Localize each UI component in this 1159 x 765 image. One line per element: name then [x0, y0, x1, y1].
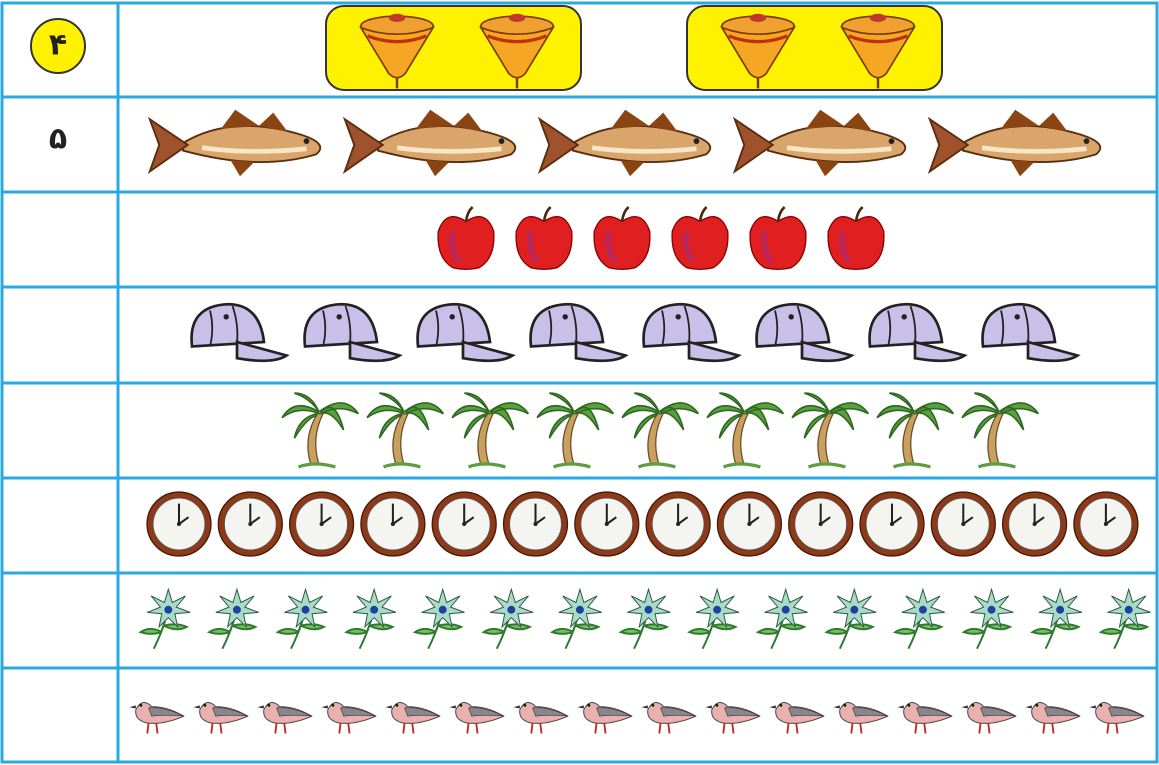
flower-picture — [619, 588, 672, 650]
palm-picture — [450, 391, 530, 469]
fish-picture — [345, 110, 516, 177]
row-number: ۵ — [49, 122, 67, 157]
clock-picture — [359, 491, 426, 557]
clock-picture — [217, 491, 284, 557]
bird-picture — [896, 701, 953, 735]
flower-picture — [962, 588, 1015, 650]
cap-picture — [868, 302, 966, 363]
clock-picture — [502, 491, 569, 557]
bird-picture — [640, 701, 697, 735]
bird-picture — [704, 701, 761, 735]
row-number: ۴ — [49, 28, 67, 63]
bird-picture — [384, 701, 441, 735]
clock-picture — [1001, 491, 1068, 557]
bird-picture — [1024, 701, 1081, 735]
number-badge — [30, 18, 86, 74]
clock-picture — [787, 491, 854, 557]
flower-picture — [825, 588, 878, 650]
bird-picture — [960, 701, 1017, 735]
bird-picture — [448, 701, 505, 735]
flower-picture — [688, 588, 741, 650]
clock-picture — [288, 491, 355, 557]
bird-picture — [576, 701, 633, 735]
flower-picture — [482, 588, 535, 650]
palm-picture — [705, 391, 785, 469]
clock-picture — [1072, 491, 1139, 557]
palm-picture — [875, 391, 955, 469]
cap-picture — [190, 302, 288, 363]
flower-picture — [550, 588, 603, 650]
bird-picture — [512, 701, 569, 735]
apple-picture — [828, 207, 884, 269]
flower-picture — [893, 588, 946, 650]
apple-picture — [438, 207, 494, 269]
fish-picture — [540, 110, 711, 177]
cap-picture — [416, 302, 514, 363]
fish-picture — [150, 110, 321, 177]
bird-picture — [832, 701, 889, 735]
fish-picture — [735, 110, 906, 177]
clock-picture — [859, 491, 925, 557]
flower-picture — [1031, 588, 1084, 650]
fish-picture — [930, 110, 1101, 177]
palm-picture — [365, 391, 445, 469]
flower-picture — [139, 588, 192, 650]
cap-picture — [529, 302, 627, 363]
palm-picture — [620, 391, 700, 469]
bird-picture — [192, 701, 249, 735]
clock-picture — [431, 491, 498, 557]
pictures — [128, 5, 1152, 735]
cap-picture — [755, 302, 853, 363]
flower-picture — [756, 588, 809, 650]
clock-picture — [146, 491, 212, 557]
palm-picture — [535, 391, 615, 469]
cap-picture — [642, 302, 740, 363]
bird-picture — [1088, 701, 1145, 735]
clock-picture — [930, 491, 997, 557]
bird-picture — [256, 701, 313, 735]
clock-picture — [573, 491, 640, 557]
cap-picture — [303, 302, 401, 363]
bird-picture — [320, 701, 377, 735]
flower-picture — [207, 588, 260, 650]
bird-picture — [768, 701, 825, 735]
palm-picture — [960, 391, 1040, 469]
clock-picture — [716, 491, 783, 557]
flower-picture — [413, 588, 466, 650]
apple-picture — [750, 207, 806, 269]
apple-picture — [516, 207, 572, 269]
apple-picture — [672, 207, 728, 269]
palm-picture — [280, 391, 360, 469]
cap-picture — [981, 302, 1079, 363]
flower-picture — [1099, 588, 1152, 650]
palm-picture — [790, 391, 870, 469]
flower-picture — [276, 588, 329, 650]
clock-picture — [645, 491, 712, 557]
flower-picture — [345, 588, 398, 650]
bird-picture — [128, 701, 185, 735]
apple-picture — [594, 207, 650, 269]
